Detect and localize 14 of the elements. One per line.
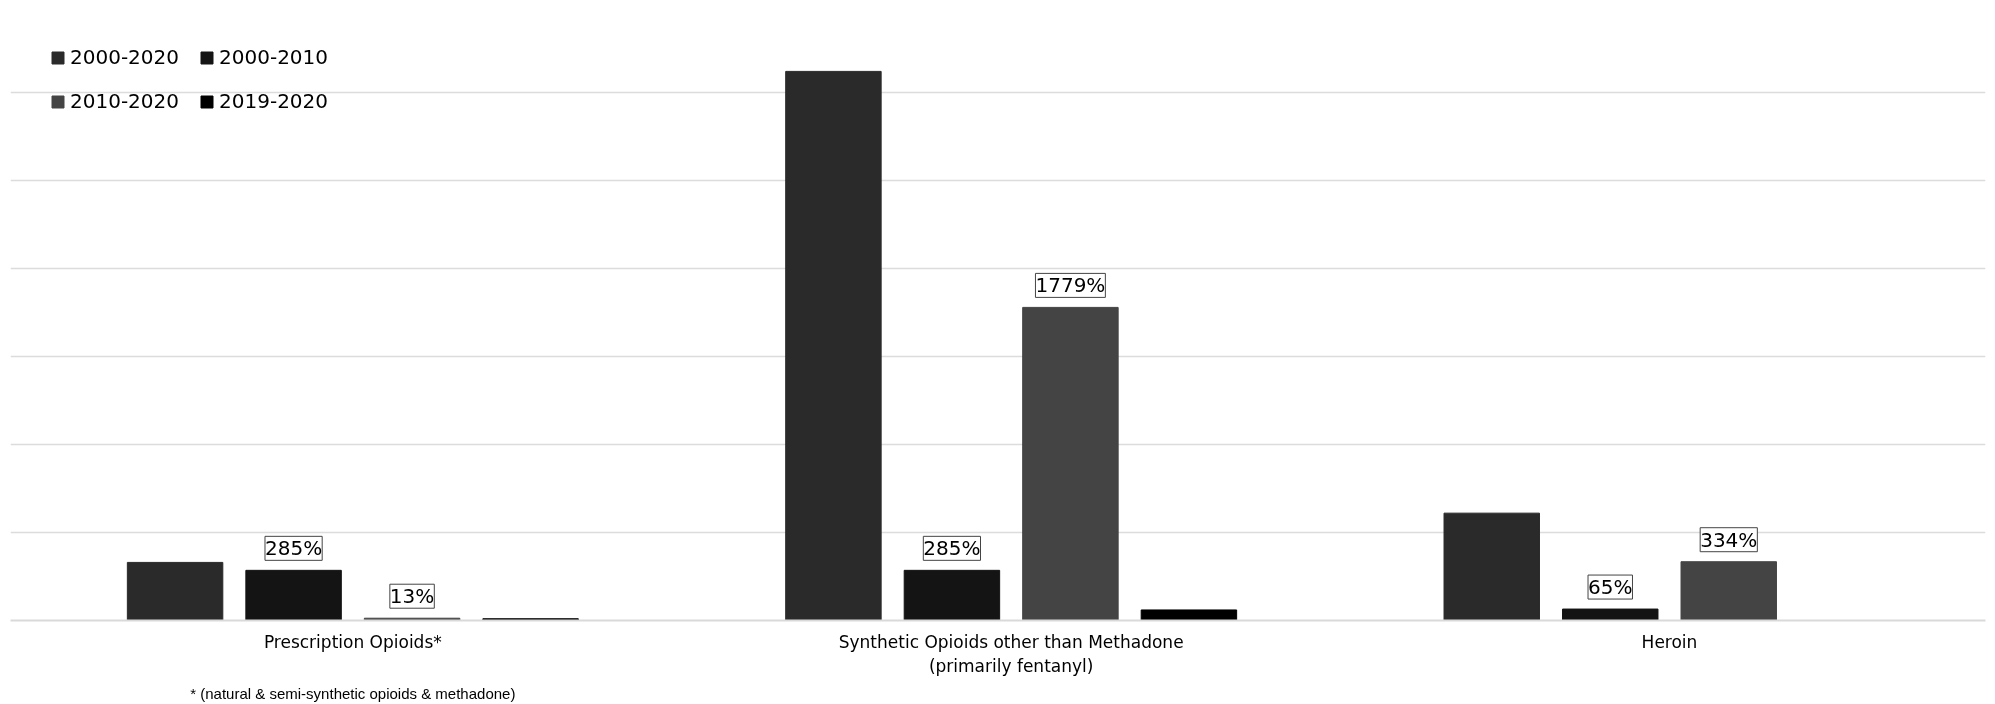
data-label: 285% — [264, 536, 323, 561]
legend-label: 2000-2020 — [70, 45, 180, 69]
data-label: 65% — [1588, 575, 1633, 600]
data-label: 13% — [389, 584, 435, 609]
data-label: 285% — [923, 536, 981, 561]
x-tick-label: Prescription Opioids* — [263, 631, 442, 652]
text: * (natural & semi-synthetic opioids & methadone) — [190, 684, 516, 702]
data-label: 1779% — [1035, 273, 1106, 298]
legend-label: 2010-2020 — [70, 89, 180, 113]
data-label: 334% — [1700, 527, 1758, 552]
x-tick-label: Synthetic Opioids other than Methadone (primarily fentanyl) — [838, 631, 1184, 676]
legend-label: 2019-2020 — [219, 89, 329, 113]
x-tick-label: Heroin — [1641, 631, 1698, 652]
legend-label: 2000-2010 — [219, 45, 329, 69]
